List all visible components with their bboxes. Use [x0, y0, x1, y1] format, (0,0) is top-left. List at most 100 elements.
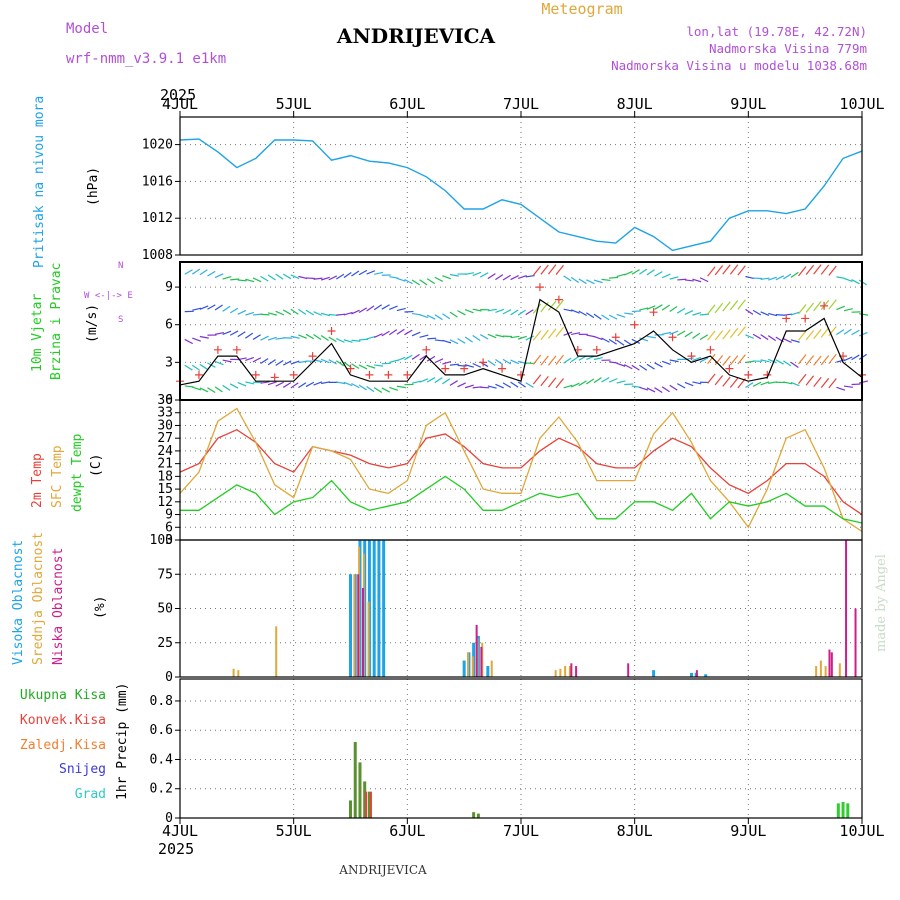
wind-arrow-3-730 [525, 309, 534, 316]
wind-arrow-2-154 [252, 334, 261, 341]
gust-mark-4 [251, 370, 260, 379]
wind-arrow-2-314 [328, 336, 337, 343]
wind-arrow-0-794 [555, 378, 564, 389]
wind-arrow-4-474 [404, 278, 413, 285]
wind-arrow-0-458 [396, 385, 406, 389]
wind-arrow-1-938 [623, 364, 633, 370]
wind-arrow-0-554 [442, 378, 451, 385]
wind-arrow-3-282 [313, 311, 323, 316]
precip-bar-0 [349, 800, 352, 818]
station-title: ANDRIJEVICA [336, 24, 496, 48]
wind-arrow-4-1354 [820, 264, 830, 275]
wind-arrow-1-1146 [722, 355, 731, 366]
gust-mark-3 [232, 345, 241, 354]
ytick-label-2-8: 27 [157, 431, 173, 446]
wind-arrow-3-1114 [707, 304, 716, 315]
sfc-temp-line [179, 407, 863, 533]
compass-s: S [118, 315, 123, 325]
wind-arrow-3-1194 [745, 308, 754, 315]
ytick-label-4-4: 0.8 [150, 694, 173, 709]
wind-arrow-3-490 [411, 312, 422, 316]
wind-arrow-2-266 [305, 333, 315, 340]
wind-arrow-0-1434 [859, 380, 869, 384]
wind-arrow-0-122 [237, 381, 247, 387]
wind-arrow-1-1322 [805, 355, 815, 366]
x-label-bottom-4: 8JUL [617, 822, 653, 840]
wind-arrow-3-186 [267, 312, 277, 316]
wind-arrow-1-1162 [729, 355, 739, 366]
gust-mark-13 [422, 345, 431, 354]
wind-arrow-3-810 [563, 308, 573, 312]
ytick-label-4-3: 0.6 [150, 723, 173, 738]
wind-arrow-3-1402 [843, 308, 853, 312]
wind-arrow-4-314 [328, 275, 338, 281]
ytick-label-2-3: 12 [157, 495, 173, 510]
pressure-label: Pritisak na nivou mora [32, 96, 47, 268]
wind-arrow-2-202 [275, 337, 285, 340]
wind-arrow-0-906 [608, 378, 618, 383]
wind-arrow-0-874 [593, 377, 602, 384]
wind-arrow-1-602 [464, 364, 474, 368]
gust-mark-7 [308, 352, 317, 361]
coords-text: lon,lat (19.78E, 42.72N) [686, 24, 867, 39]
wind-arrow-0-74 [214, 386, 223, 393]
precip-label-5: Grad [75, 787, 106, 802]
wind-arrow-2-522 [427, 337, 437, 340]
wind-arrow-0-1354 [820, 377, 830, 389]
wind-arrow-1-1418 [851, 354, 860, 361]
pressure-line [179, 138, 863, 252]
wind-arrow-0-1338 [813, 376, 822, 388]
wind-arrow-2-906 [608, 338, 617, 345]
wind-arrow-1-298 [320, 358, 330, 364]
wind-arrow-4-1338 [813, 264, 822, 275]
wind-arrow-4-298 [320, 276, 330, 281]
wind-arrow-2-474 [404, 329, 413, 336]
top-year-label: 2025 [160, 86, 196, 104]
cloud-low-bar-6 [627, 663, 630, 677]
wind-arrow-3-1162 [729, 300, 739, 311]
cloud-unit: (%) [93, 596, 108, 619]
wind-arrow-3-506 [419, 314, 429, 319]
wind-arrow-1-458 [396, 356, 406, 362]
cloud-mid-bar-1 [237, 670, 240, 677]
wind-arrow-4-714 [517, 274, 527, 279]
model-elevation-text: Nadmorska Visina u modelu 1038.68m [611, 58, 867, 73]
wind-arrow-0-1066 [684, 381, 694, 387]
cloud-mid-bar-15 [568, 666, 571, 677]
wind-arrow-0-1274 [783, 381, 793, 385]
wind-arrow-2-282 [313, 334, 322, 340]
wind-arrow-0-1082 [692, 381, 702, 385]
cloud-high-bar-5 [372, 540, 376, 677]
wind-arrow-1-442 [389, 359, 399, 363]
wind-arrow-2-634 [479, 334, 489, 340]
gust-mark-12 [403, 370, 412, 379]
wind-arrow-4-378 [358, 269, 368, 276]
wind-arrow-2-778 [547, 328, 557, 339]
wind-arrow-0-1210 [752, 381, 762, 387]
wind-arrow-1-1354 [820, 355, 830, 366]
wind-label-2: Brzina i Pravac [49, 263, 64, 380]
wind-arrow-4-1146 [722, 264, 731, 275]
wind-arrow-2-1402 [843, 328, 852, 335]
wind-arrow-1-138 [245, 356, 255, 362]
wind-arrow-2-1162 [729, 327, 739, 338]
wind-arrow-0-266 [305, 381, 315, 388]
cloud-mid-bar-12 [554, 670, 557, 677]
wind-arrow-2-170 [260, 335, 269, 341]
ytick-label-1-2: 6 [165, 318, 173, 333]
wind-arrow-1-1242 [767, 358, 777, 364]
wind-arrow-2-1242 [767, 335, 777, 342]
wind-arrow-4-506 [419, 279, 428, 286]
wind-arrow-4-634 [479, 272, 489, 278]
wind-arrow-3-618 [472, 308, 482, 312]
gust-mark-19 [535, 283, 544, 292]
gust-mark-34 [820, 301, 829, 310]
wind-arrow-4-1290 [790, 271, 799, 278]
wind-arrow-0-250 [298, 382, 307, 389]
wind-arrow-4-922 [616, 273, 626, 278]
wind-arrow-2-762 [540, 329, 549, 340]
precip-label-3: Zaledj.Kisa [20, 738, 106, 753]
wind-arrow-1-1226 [760, 359, 770, 363]
ytick-label-0-3: 1020 [142, 138, 173, 153]
